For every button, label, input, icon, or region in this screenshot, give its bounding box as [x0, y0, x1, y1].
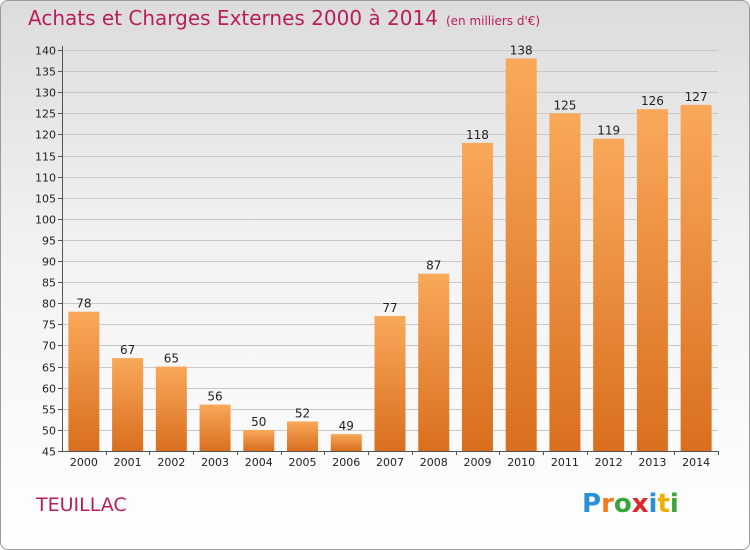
bar: [330, 434, 362, 451]
bar: [461, 142, 493, 451]
bar: [374, 315, 406, 451]
chart-title-block: Achats et Charges Externes 2000 à 2014 (e…: [28, 6, 540, 30]
x-tick-label: 2003: [201, 456, 229, 469]
bar: [155, 366, 187, 451]
data-label: 77: [382, 301, 397, 315]
data-label: 118: [466, 128, 489, 142]
data-label: 50: [251, 415, 266, 429]
logo-letter: r: [601, 489, 614, 519]
x-tick-label: 2004: [245, 456, 273, 469]
x-tick-label: 2000: [70, 456, 98, 469]
bar: [243, 429, 275, 451]
bar: [287, 421, 319, 451]
y-tick-label: 95: [42, 235, 56, 248]
x-tick-label: 2002: [157, 456, 185, 469]
unit-label: (en milliers d'€): [445, 14, 541, 28]
x-tick-label: 2012: [595, 456, 623, 469]
bar: [593, 138, 625, 452]
data-label: 127: [685, 90, 708, 104]
chart-title: Achats et Charges Externes 2000 à 2014: [28, 6, 438, 30]
y-tick-label: 70: [42, 340, 56, 353]
bars: [68, 58, 712, 452]
data-label: 126: [641, 94, 664, 108]
x-tick-label: 2010: [507, 456, 535, 469]
x-tick-label: 2008: [420, 456, 448, 469]
labels: 45 50 55 60 65 70 75 80 85 90 95 100 105 110 115 120 125…: [35, 43, 710, 469]
place-name: TEUILLAC: [36, 494, 127, 516]
x-tick-label: 2007: [376, 456, 404, 469]
data-label: 78: [76, 297, 91, 311]
data-label: 119: [597, 124, 620, 138]
data-label: 87: [426, 259, 441, 273]
bar: [418, 273, 450, 451]
y-tick-label: 130: [35, 87, 56, 100]
data-label: 138: [510, 43, 533, 57]
axes: [58, 46, 719, 455]
y-tick-label: 90: [42, 256, 56, 269]
proxiti-logo: Proxiti: [582, 489, 679, 519]
y-tick-label: 80: [42, 298, 56, 311]
x-tick-label: 2013: [638, 456, 666, 469]
y-tick-label: 140: [35, 45, 56, 58]
y-tick-label: 115: [35, 151, 56, 164]
y-tick-label: 75: [42, 319, 56, 332]
y-tick-label: 125: [35, 108, 56, 121]
logo-letter: o: [613, 489, 632, 519]
bar: [68, 311, 100, 451]
bar: [636, 109, 668, 452]
x-tick-label: 2011: [551, 456, 579, 469]
data-label: 65: [164, 352, 179, 366]
data-label: 125: [553, 98, 576, 112]
y-tick-label: 100: [35, 214, 56, 227]
y-tick-label: 60: [42, 383, 56, 396]
x-tick-label: 2005: [289, 456, 317, 469]
x-tick-label: 2014: [682, 456, 710, 469]
data-label: 56: [207, 390, 222, 404]
y-tick-label: 85: [42, 277, 56, 290]
bar: [549, 113, 581, 451]
y-tick-label: 110: [35, 172, 56, 185]
y-tick-label: 105: [35, 193, 56, 206]
x-tick-label: 2001: [114, 456, 142, 469]
x-tick-label: 2009: [463, 456, 491, 469]
bar: [505, 58, 537, 451]
y-tick-label: 135: [35, 66, 56, 79]
data-label: 52: [295, 406, 310, 420]
logo-letter: x: [631, 489, 649, 519]
logo-letter: P: [582, 489, 602, 519]
y-tick-label: 50: [42, 425, 56, 438]
logo-letter: t: [657, 489, 670, 519]
bar: [199, 404, 231, 451]
data-label: 49: [339, 419, 354, 433]
y-tick-label: 55: [42, 404, 56, 417]
y-tick-label: 45: [42, 446, 56, 459]
y-tick-label: 65: [42, 362, 56, 375]
data-label: 67: [120, 343, 135, 357]
bar: [112, 358, 144, 451]
logo-letter: i: [648, 489, 658, 519]
y-tick-label: 120: [35, 129, 56, 142]
x-tick-label: 2006: [332, 456, 360, 469]
logo-letter: i: [669, 489, 679, 519]
bar: [680, 104, 712, 451]
